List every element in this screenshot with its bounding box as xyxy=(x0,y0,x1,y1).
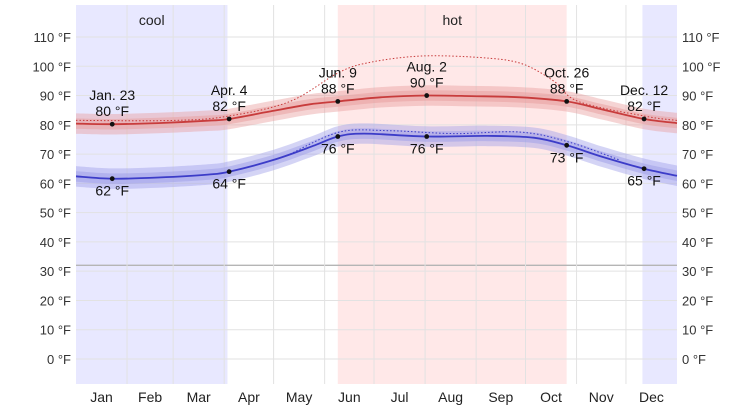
month-label-aug: Aug xyxy=(438,389,463,405)
month-label-mar: Mar xyxy=(187,389,211,405)
annotation-high-4-dot xyxy=(564,99,570,104)
annotation-high-5-dot xyxy=(641,116,647,122)
line-high xyxy=(75,94,678,126)
y-tick-right-50: 50 °F xyxy=(682,206,713,221)
y-tick-right-20: 20 °F xyxy=(682,293,713,308)
axes: 0 °F 0 °F 10 °F 10 °F 20 °F 20 °F 30 °F 30 °F 40… xyxy=(33,30,721,405)
y-tick-right-80: 80 °F xyxy=(682,118,713,133)
annotation-high-5-date: Dec. 12 xyxy=(620,82,668,98)
band-inner-low xyxy=(76,128,677,184)
annotation-low-10-dot xyxy=(564,142,570,148)
month-label-dec: Dec xyxy=(639,389,664,405)
annotation-high-1-value: 82 °F xyxy=(212,98,246,114)
annotation-low-10-value: 73 °F xyxy=(550,149,584,165)
y-tick-right-40: 40 °F xyxy=(682,235,713,250)
annotation-high-0-value: 80 °F xyxy=(95,103,129,119)
y-tick-left-10: 10 °F xyxy=(40,323,71,338)
month-label-feb: Feb xyxy=(138,389,162,405)
annotation-high-2-value: 88 °F xyxy=(321,80,355,96)
y-tick-left-0: 0 °F xyxy=(47,352,71,367)
annotation-low-11-value: 65 °F xyxy=(627,173,661,189)
month-label-sep: Sep xyxy=(488,389,513,405)
y-tick-right-10: 10 °F xyxy=(682,323,713,338)
month-label-jun: Jun xyxy=(338,389,361,405)
annotation-low-9-value: 76 °F xyxy=(410,141,444,157)
annotation-low-6-value: 62 °F xyxy=(95,183,129,199)
y-tick-left-50: 50 °F xyxy=(40,206,71,221)
annotation-low-7-value: 64 °F xyxy=(212,176,246,192)
y-tick-left-20: 20 °F xyxy=(40,293,71,308)
annotation-low-8-value: 76 °F xyxy=(321,141,355,157)
annotation-high-5-value: 82 °F xyxy=(627,98,661,114)
annotation-high-1-date: Apr. 4 xyxy=(211,82,248,98)
annotation-low-7-dot xyxy=(226,169,232,175)
month-label-apr: Apr xyxy=(238,389,260,405)
season-bands: cool hot xyxy=(76,5,677,384)
y-tick-right-60: 60 °F xyxy=(682,176,713,191)
annotation-high-1-dot xyxy=(226,116,232,122)
y-tick-right-0: 0 °F xyxy=(682,352,706,367)
dotted-line-high xyxy=(75,55,678,122)
season-band-cool xyxy=(76,5,228,384)
month-label-jul: Jul xyxy=(391,389,409,405)
season-label-hot: hot xyxy=(443,12,463,28)
season-label-cool: cool xyxy=(139,12,165,28)
season-band-hot xyxy=(337,5,567,384)
month-label-jan: Jan xyxy=(90,389,113,405)
y-tick-right-30: 30 °F xyxy=(682,264,713,279)
y-tick-left-80: 80 °F xyxy=(40,118,71,133)
annotation-high-0-date: Jan. 23 xyxy=(89,87,135,103)
y-tick-left-90: 90 °F xyxy=(40,89,71,104)
y-tick-right-110: 110 °F xyxy=(682,30,720,45)
annotation-high-0-dot xyxy=(109,121,115,127)
line-low xyxy=(75,132,678,180)
y-tick-right-100: 100 °F xyxy=(682,59,721,74)
y-tick-right-70: 70 °F xyxy=(682,147,713,162)
y-tick-left-70: 70 °F xyxy=(40,147,71,162)
annotation-high-4-date: Oct. 26 xyxy=(544,64,589,80)
annotation-low-9-dot xyxy=(424,134,430,139)
annotation-high-2-date: Jun. 9 xyxy=(319,64,357,80)
series-lines xyxy=(75,94,678,180)
y-tick-left-30: 30 °F xyxy=(40,264,71,279)
annotation-high-4-value: 88 °F xyxy=(550,80,584,96)
y-tick-left-60: 60 °F xyxy=(40,176,71,191)
reference-lines xyxy=(75,55,678,161)
y-tick-left-100: 100 °F xyxy=(33,59,72,74)
grid xyxy=(76,5,677,384)
season-band-continued xyxy=(642,5,677,384)
annotation-high-3-dot xyxy=(424,93,430,98)
annotation-high-3-value: 90 °F xyxy=(410,75,444,91)
y-tick-left-110: 110 °F xyxy=(34,30,72,45)
annotation-high-2-dot xyxy=(335,99,341,104)
annotation-high-3-date: Aug. 2 xyxy=(406,59,447,75)
month-label-may: May xyxy=(286,389,312,405)
month-label-oct: Oct xyxy=(540,389,562,405)
y-tick-left-40: 40 °F xyxy=(40,235,71,250)
y-tick-right-90: 90 °F xyxy=(682,89,713,104)
annotation-low-8-dot xyxy=(335,134,341,139)
month-label-nov: Nov xyxy=(589,389,614,405)
annotation-low-11-dot xyxy=(641,166,647,172)
annotation-low-6-dot xyxy=(109,176,115,182)
